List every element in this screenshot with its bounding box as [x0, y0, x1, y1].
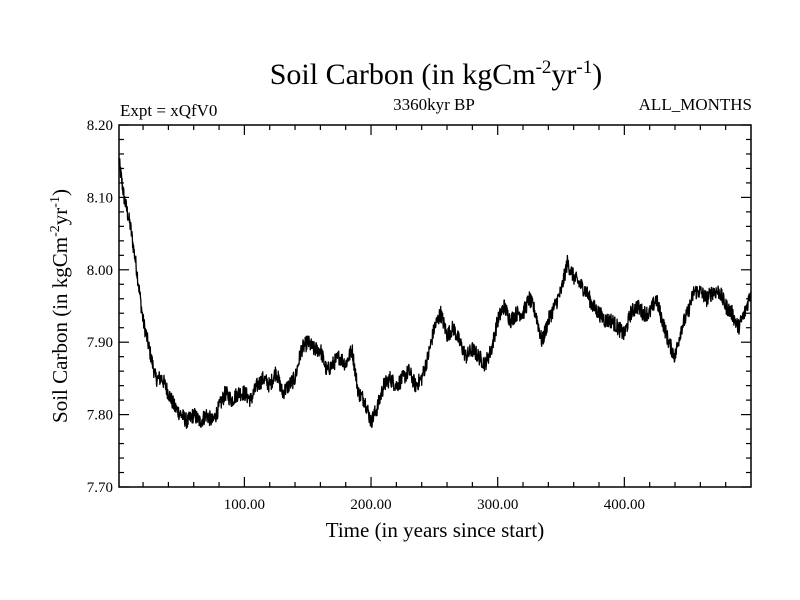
y-tick-label: 7.70	[87, 480, 113, 496]
x-tick-label: 200.00	[350, 497, 391, 513]
x-tick-label: 100.00	[224, 497, 265, 513]
series-group	[118, 158, 752, 429]
y-tick-label: 7.90	[87, 335, 113, 351]
x-tick-label: 300.00	[477, 497, 518, 513]
subtitle-months: ALL_MONTHS	[639, 95, 752, 114]
y-tick-label: 8.10	[87, 190, 113, 206]
subtitle-experiment: Expt = xQfV0	[120, 101, 217, 120]
y-tick-label: 8.20	[87, 118, 113, 134]
series-line	[118, 158, 752, 429]
x-axis: 100.00 200.00 300.00 400.00	[142, 125, 727, 513]
chart-title: Soil Carbon (in kgCm-2yr-1)	[270, 57, 603, 91]
subtitle-period: 3360kyr BP	[393, 95, 475, 114]
y-tick-label: 8.00	[87, 263, 113, 279]
plot-frame	[118, 124, 752, 488]
x-axis-label: Time (in years since start)	[326, 518, 545, 542]
y-axis: 7.70 7.80 7.90 8.00 8.10 8.20	[87, 118, 751, 496]
x-tick-label: 400.00	[604, 497, 645, 513]
y-tick-label: 7.80	[87, 408, 113, 424]
y-axis-label: Soil Carbon (in kgCm-2yr-1)	[48, 189, 72, 423]
